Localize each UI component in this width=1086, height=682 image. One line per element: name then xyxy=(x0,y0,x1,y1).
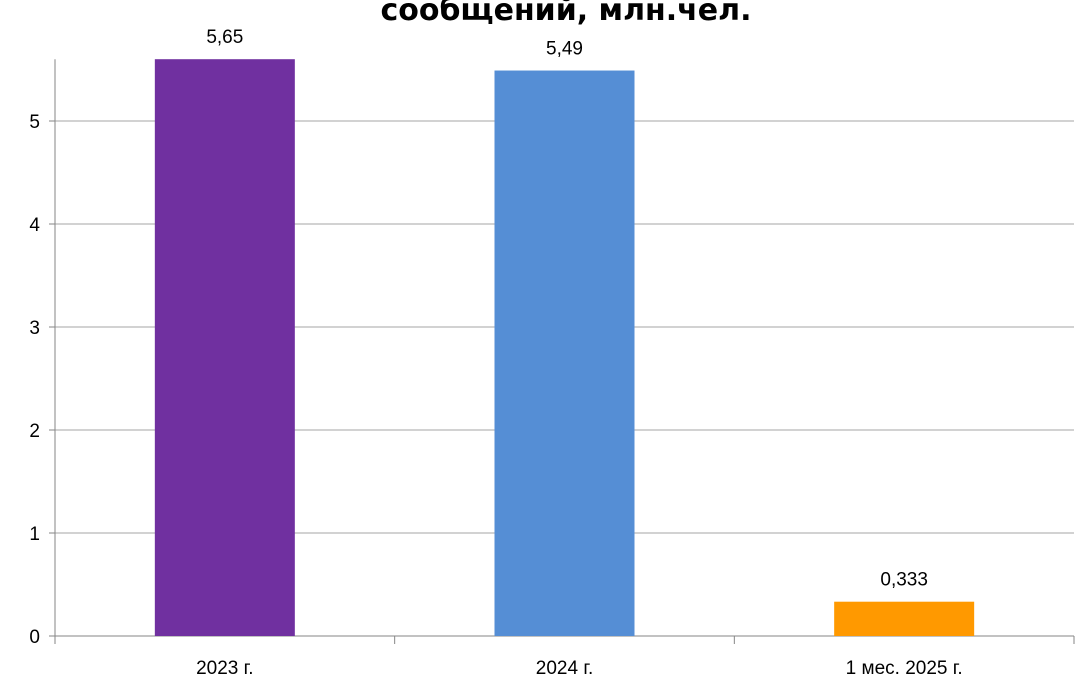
bars xyxy=(155,59,974,636)
x-category-label: 1 мес. 2025 г. xyxy=(846,658,963,679)
x-category-label: 2023 г. xyxy=(196,658,253,679)
y-tick-label: 4 xyxy=(29,215,40,236)
data-label: 5,65 xyxy=(206,27,243,48)
y-tick-label: 0 xyxy=(29,627,40,648)
y-tick-label: 5 xyxy=(29,112,40,133)
chart-title: сообщений, млн.чел. xyxy=(380,0,751,28)
x-category-label: 2024 г. xyxy=(536,658,593,679)
bar xyxy=(495,71,635,636)
data-label: 5,49 xyxy=(546,39,583,60)
y-tick-label: 2 xyxy=(29,421,40,442)
data-label: 0,333 xyxy=(880,570,928,591)
y-tick-label: 3 xyxy=(29,318,40,339)
bar xyxy=(834,602,974,636)
bar xyxy=(155,59,295,636)
y-tick-label: 1 xyxy=(29,524,40,545)
